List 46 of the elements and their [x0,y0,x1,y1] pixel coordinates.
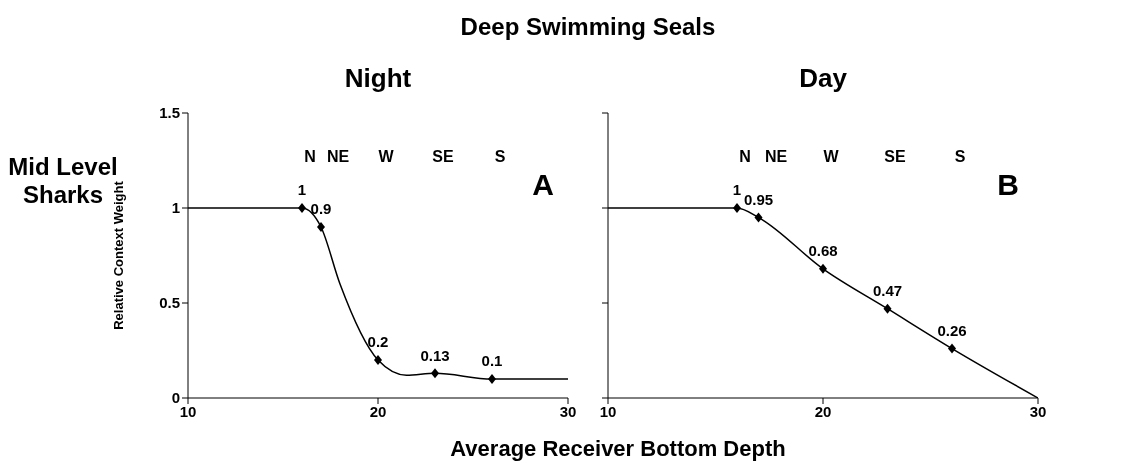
data-label: 0.9 [310,200,332,218]
point [733,203,741,213]
y-tick-label: 1.5 [159,104,180,122]
y-tick-label: 1 [171,199,180,217]
point [883,303,892,314]
point [819,263,827,274]
text: Deep Swimming Seals [459,13,717,41]
x-tick-label: 20 [814,402,832,420]
point [488,374,496,384]
point [948,343,956,354]
point [374,355,382,365]
data-label: 0.68 [808,242,838,260]
annotation: NE [763,148,789,166]
x-axis-title: Average Receiver Bottom Depth [449,436,787,462]
annotation: NE [325,148,351,166]
annotation: B [996,168,1020,202]
annotation: S [953,148,967,166]
annotation: N [738,148,752,166]
point [317,222,325,232]
data-label: 0.1 [481,352,503,370]
annotation: S [493,148,507,166]
point [754,212,763,223]
y-tick-label: 0.5 [159,294,180,312]
data-label: 0.13 [420,346,450,364]
data-label: 1 [297,181,307,199]
annotation: SE [883,148,907,166]
chart-title: Day [798,63,848,95]
data-label: 1 [732,181,742,199]
data-label: 0.95 [743,190,774,208]
data-label: 0.47 [872,282,903,300]
annotation: N [304,148,316,165]
annotation: W [377,148,395,166]
x-tick-label: 30 [1029,402,1047,420]
data-label: 0.2 [367,333,389,351]
data-label: 0.26 [937,322,967,340]
x-tick-label: 10 [599,402,617,420]
annotation: SE [431,148,455,166]
annotation: A [531,168,555,202]
y-tick-label: 0 [171,389,180,407]
point [298,203,306,213]
x-tick-label: 20 [369,402,387,420]
point [431,368,439,379]
x-tick-label: 10 [179,402,197,420]
chart-title: Night [343,63,413,95]
x-tick-label: 30 [559,402,577,420]
annotation: W [822,148,840,166]
